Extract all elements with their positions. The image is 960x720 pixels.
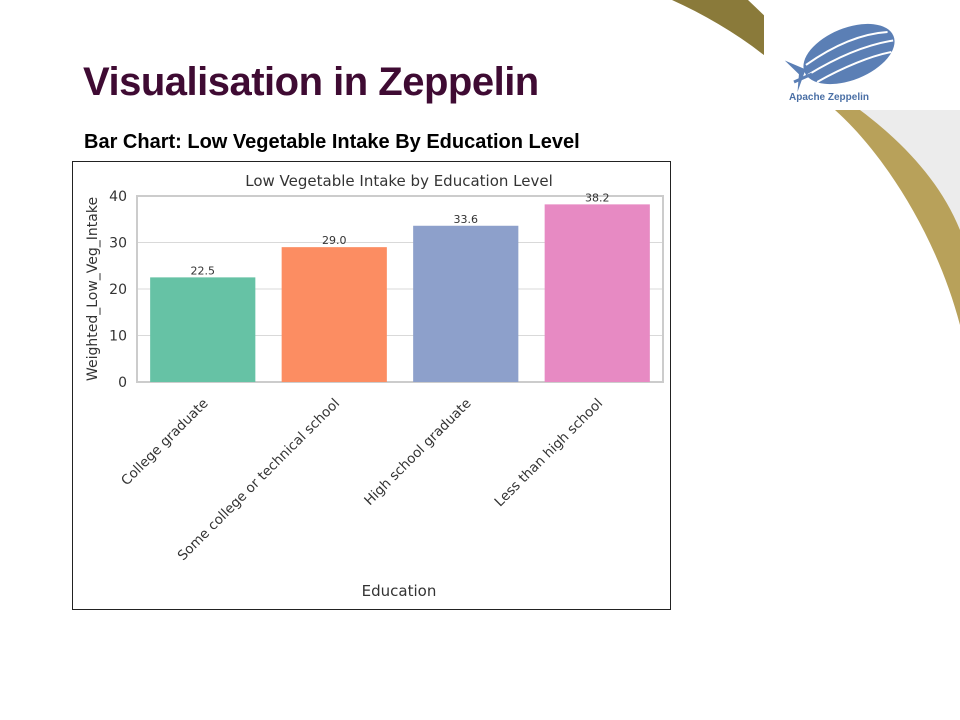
- x-tick-label: Some college or technical school: [175, 396, 343, 564]
- y-tick-label: 30: [109, 236, 127, 252]
- x-tick-label: High school graduate: [361, 396, 474, 509]
- y-tick-label: 10: [109, 329, 127, 345]
- bar-value-label: 29.0: [322, 234, 347, 247]
- chart-frame: Low Vegetable Intake by Education Level …: [72, 161, 671, 610]
- chart-title: Low Vegetable Intake by Education Level: [245, 172, 553, 190]
- chart-heading: Bar Chart: Low Vegetable Intake By Educa…: [84, 131, 580, 153]
- bar: [150, 277, 256, 382]
- bar-chart: Low Vegetable Intake by Education Level …: [85, 172, 664, 600]
- logo-text: Apache Zeppelin: [788, 92, 869, 103]
- x-axis-label: Education: [362, 582, 437, 600]
- slide-title: Visualisation in Zeppelin: [83, 60, 539, 104]
- bar: [413, 225, 519, 382]
- y-tick-label: 40: [109, 189, 127, 205]
- bar-value-label: 33.6: [454, 213, 479, 226]
- bar: [544, 204, 650, 382]
- swoosh-dark: [672, 0, 845, 110]
- bar: [281, 247, 387, 382]
- apache-zeppelin-logo: Apache Zeppelin: [764, 12, 939, 110]
- bar-value-label: 22.5: [191, 264, 216, 277]
- x-tick-label: College graduate: [118, 396, 211, 489]
- plot-area: 0 10 20 30 40 22.5 College graduate 29.0 Some co…: [109, 189, 664, 564]
- swoosh-grey: [860, 110, 960, 300]
- x-tick-label: Less than high school: [492, 396, 607, 511]
- zeppelin-airship-icon: [784, 23, 895, 93]
- y-tick-label: 0: [118, 375, 127, 391]
- y-tick-label: 20: [109, 282, 127, 298]
- y-axis-label: Weighted_Low_Veg_Intake: [85, 197, 101, 381]
- plot-border: [136, 195, 664, 383]
- swoosh-light: [835, 110, 960, 325]
- bar-value-label: 38.2: [585, 191, 610, 204]
